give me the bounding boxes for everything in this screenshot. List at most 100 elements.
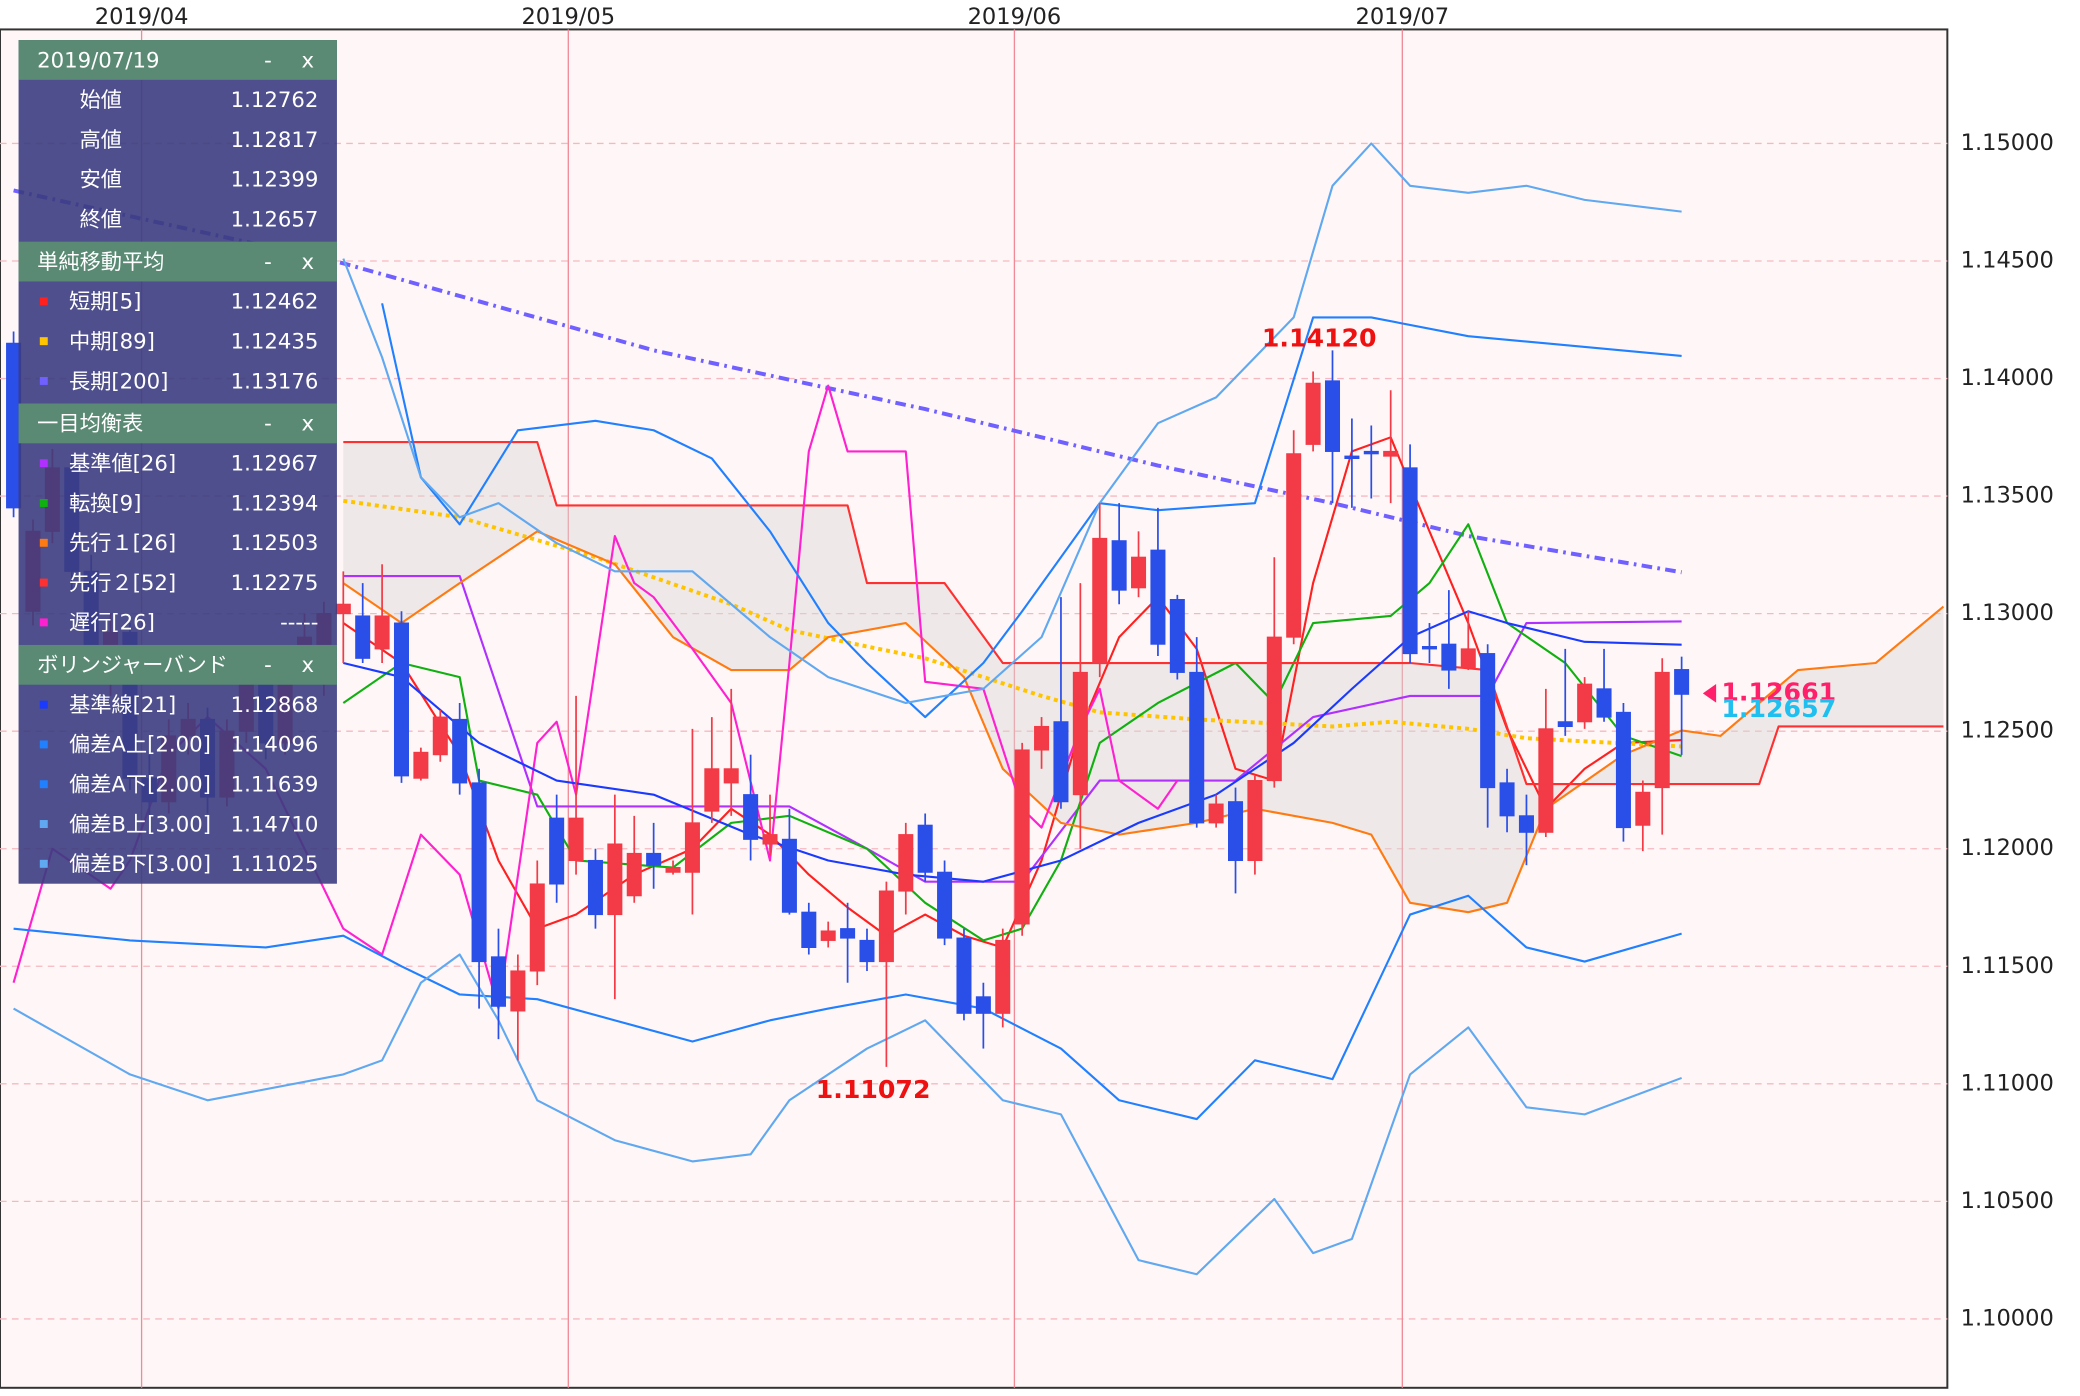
panel-background <box>18 40 337 884</box>
indicator-line <box>342 530 1945 914</box>
legend-swatch <box>39 538 48 547</box>
candle-body <box>471 782 487 963</box>
candle-body <box>1480 653 1496 789</box>
x-tick-label: 2019/06 <box>968 4 1062 30</box>
candle-body <box>917 824 933 873</box>
close-button[interactable]: x <box>301 412 314 437</box>
row-label: 偏差B上[3.00] <box>69 812 211 837</box>
candle-body <box>1674 669 1690 695</box>
x-tick-label: 2019/05 <box>521 4 615 30</box>
y-tick-label: 1.10000 <box>1961 1305 2054 1331</box>
candle-body <box>1324 380 1341 452</box>
candle-body <box>1538 728 1554 833</box>
row-value: 1.13176 <box>231 369 319 394</box>
row-label: 偏差A下[2.00] <box>69 773 211 798</box>
x-tick-label: 2019/04 <box>95 4 189 30</box>
row-value: 1.12657 <box>231 207 319 232</box>
candle-body <box>1266 636 1282 782</box>
candle-body <box>1383 450 1399 457</box>
legend-swatch <box>39 376 48 385</box>
row-label: 偏差B下[3.00] <box>69 852 211 877</box>
candle-body <box>432 716 448 756</box>
candle-body <box>684 822 700 873</box>
legend-swatch <box>39 859 48 868</box>
legend-swatch <box>39 618 48 627</box>
row-value: ----- <box>280 611 318 636</box>
row-label: 始値 <box>80 88 122 113</box>
candle-body <box>1441 643 1457 671</box>
row-value: 1.12868 <box>231 693 319 718</box>
candle-body <box>1247 780 1263 862</box>
legend-swatch <box>39 700 48 709</box>
row-label: 基準値[26] <box>69 452 176 477</box>
y-tick-label: 1.13500 <box>1961 483 2054 509</box>
candle-body <box>568 817 584 862</box>
candle-body <box>820 930 836 941</box>
candle-body <box>1363 450 1379 455</box>
price-arrow <box>1702 684 1717 703</box>
minimize-button[interactable]: - <box>264 653 272 678</box>
minimize-button[interactable]: - <box>264 48 272 73</box>
panel-header-title: 単純移動平均 <box>37 250 164 275</box>
row-value: 1.14710 <box>231 812 319 837</box>
y-tick-label: 1.10500 <box>1961 1188 2054 1214</box>
candle-body <box>490 956 506 1007</box>
row-label: 終値 <box>80 207 122 232</box>
candle-body <box>626 852 642 897</box>
candle-body <box>1189 671 1205 824</box>
row-label: 長期[200] <box>69 369 168 394</box>
row-value: 1.12399 <box>231 168 319 193</box>
indicator-line <box>13 188 1682 575</box>
y-tick-label: 1.13000 <box>1961 600 2054 626</box>
candle-body <box>781 838 797 913</box>
y-tick-label: 1.12000 <box>1961 835 2054 861</box>
panel-header <box>18 241 337 282</box>
candle-body <box>743 794 759 840</box>
close-button[interactable]: x <box>301 250 314 275</box>
minimize-button[interactable]: - <box>264 412 272 437</box>
row-value: 1.11639 <box>231 773 319 798</box>
panel-header <box>18 403 337 444</box>
candle-body <box>723 768 739 784</box>
minimize-button[interactable]: - <box>264 250 272 275</box>
indicator-line <box>381 303 1682 719</box>
indicator-line <box>13 894 1682 1121</box>
y-tick-label: 1.14000 <box>1961 365 2054 391</box>
legend-swatch <box>39 459 48 468</box>
row-label: 先行１[26] <box>69 531 176 556</box>
price-label: 1.12657 <box>1721 694 1836 723</box>
panel-header <box>18 40 337 80</box>
candle-body <box>801 911 817 948</box>
candle-body <box>1305 382 1321 445</box>
legend-swatch <box>39 780 48 789</box>
row-label: 転換[9] <box>69 491 141 516</box>
indicator-line <box>343 574 1682 883</box>
candle-body <box>1615 711 1631 829</box>
row-label: 遅行[26] <box>69 611 155 636</box>
indicator-line <box>13 953 1683 1276</box>
candle-body <box>1208 803 1224 824</box>
candle-body <box>1169 598 1185 673</box>
panel-header-title: 一目均衡表 <box>37 412 143 437</box>
close-button[interactable]: x <box>301 653 314 678</box>
row-label: 短期[5] <box>69 290 141 315</box>
candle-body <box>859 939 875 963</box>
candle-body <box>607 843 623 916</box>
row-value: 1.12817 <box>231 128 319 153</box>
y-tick-label: 1.15000 <box>1961 130 2054 156</box>
candle-body <box>1034 725 1050 751</box>
candle-body <box>878 890 894 963</box>
legend-swatch <box>39 578 48 587</box>
candle-body <box>1150 549 1166 645</box>
row-value: 1.12275 <box>231 571 319 596</box>
candle-body <box>510 970 526 1012</box>
row-value: 1.12503 <box>231 531 319 556</box>
close-button[interactable]: x <box>301 48 314 73</box>
row-label: 高値 <box>80 128 122 153</box>
candle-body <box>665 867 681 873</box>
y-tick-label: 1.14500 <box>1961 247 2054 273</box>
candle-body <box>587 859 603 916</box>
candle-body <box>529 883 545 972</box>
legend-swatch <box>39 499 48 507</box>
